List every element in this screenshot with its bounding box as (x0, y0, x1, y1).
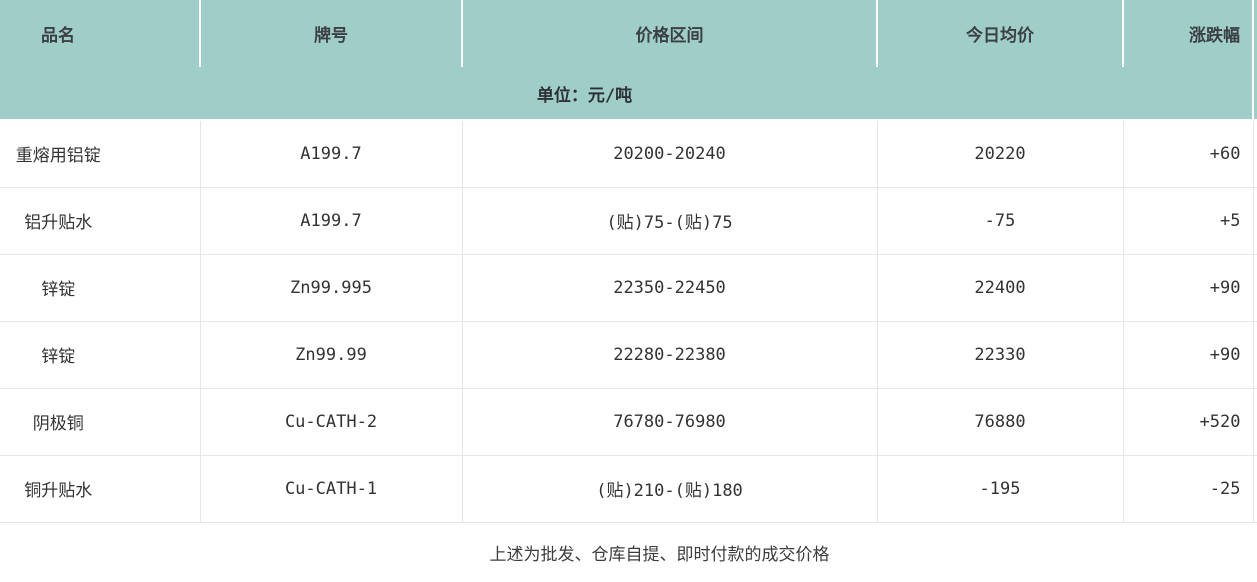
footnote: 上述为批发、仓库自提、即时付款的成交价格 (0, 522, 1257, 582)
unit-bar: 单位：元/吨 (0, 67, 1257, 121)
unit-label: 单位：元/吨 (0, 67, 1253, 121)
cell-price-range: 20200-20240 (461, 120, 877, 188)
header-row: 品名 牌号 价格区间 今日均价 涨跌幅 (0, 0, 1257, 67)
cell-cutoff (1252, 321, 1257, 389)
cell-price-range: 22350-22450 (461, 254, 877, 322)
cell-grade: A199.7 (199, 187, 462, 255)
cell-product: 重熔用铝锭 (0, 120, 200, 188)
cell-change: -25 (1122, 455, 1253, 523)
cell-product: 锌锭 (0, 254, 200, 322)
cell-grade: Cu-CATH-1 (199, 455, 462, 523)
cell-change: +520 (1122, 388, 1253, 456)
column-header-change: 涨跌幅 (1122, 0, 1253, 67)
table-row: 铝升贴水 A199.7 (贴)75-(贴)75 -75 +5 (0, 187, 1257, 255)
cell-cutoff (1252, 120, 1257, 188)
cell-product: 铝升贴水 (0, 187, 200, 255)
cell-change: +60 (1122, 120, 1253, 188)
cell-change: +5 (1122, 187, 1253, 255)
cell-grade: A199.7 (199, 120, 462, 188)
column-header-grade: 牌号 (199, 0, 462, 67)
cell-avg-price: 22330 (876, 321, 1123, 389)
cell-change: +90 (1122, 321, 1253, 389)
cell-change: +90 (1122, 254, 1253, 322)
unit-bar-spacer (1252, 67, 1257, 121)
cell-avg-price: 22400 (876, 254, 1123, 322)
table-row: 阴极铜 Cu-CATH-2 76780-76980 76880 +520 (0, 388, 1257, 456)
cell-price-range: (贴)75-(贴)75 (461, 187, 877, 255)
cell-product: 阴极铜 (0, 388, 200, 456)
cell-avg-price: 76880 (876, 388, 1123, 456)
column-header-product: 品名 (0, 0, 200, 67)
column-header-cutoff (1252, 0, 1257, 67)
cell-cutoff (1252, 254, 1257, 322)
cell-price-range: 22280-22380 (461, 321, 877, 389)
table-row: 铜升贴水 Cu-CATH-1 (贴)210-(贴)180 -195 -25 (0, 455, 1257, 523)
table-row: 重熔用铝锭 A199.7 20200-20240 20220 +60 (0, 120, 1257, 188)
column-header-avg-price: 今日均价 (876, 0, 1123, 67)
metal-price-table: 单位：元/吨 品名 牌号 价格区间 今日均价 涨跌幅 重熔用铝锭 A199.7 … (0, 0, 1257, 523)
cell-cutoff (1252, 455, 1257, 523)
table-row: 锌锭 Zn99.995 22350-22450 22400 +90 (0, 254, 1257, 322)
column-header-price-range: 价格区间 (461, 0, 877, 67)
cell-avg-price: 20220 (876, 120, 1123, 188)
cell-cutoff (1252, 388, 1257, 456)
cell-product: 铜升贴水 (0, 455, 200, 523)
cell-price-range: (贴)210-(贴)180 (461, 455, 877, 523)
cell-avg-price: -195 (876, 455, 1123, 523)
cell-product: 锌锭 (0, 321, 200, 389)
cell-avg-price: -75 (876, 187, 1123, 255)
cell-grade: Cu-CATH-2 (199, 388, 462, 456)
cell-grade: Zn99.99 (199, 321, 462, 389)
cell-price-range: 76780-76980 (461, 388, 877, 456)
table-header: 品名 牌号 价格区间 今日均价 涨跌幅 (0, 0, 1257, 67)
cell-cutoff (1252, 187, 1257, 255)
table-body: 重熔用铝锭 A199.7 20200-20240 20220 +60 铝升贴水 … (0, 120, 1257, 523)
cell-grade: Zn99.995 (199, 254, 462, 322)
table-row: 锌锭 Zn99.99 22280-22380 22330 +90 (0, 321, 1257, 389)
